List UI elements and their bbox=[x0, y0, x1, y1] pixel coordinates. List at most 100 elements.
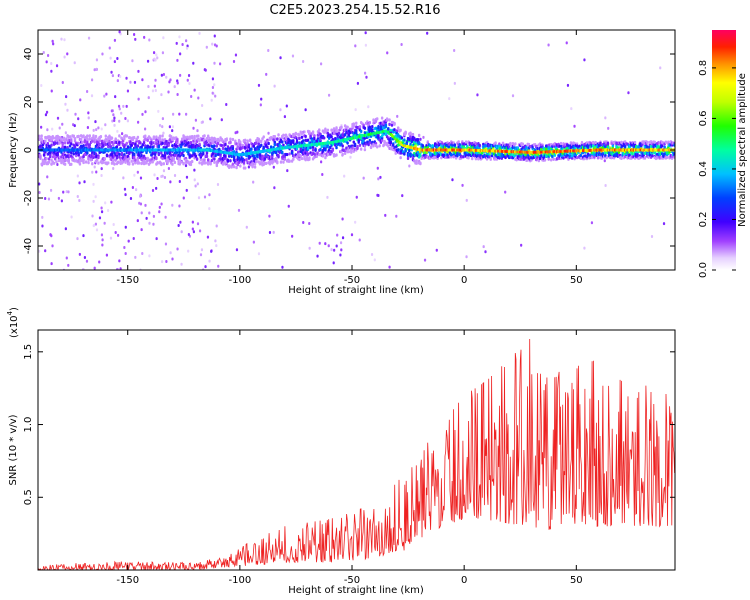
spectrogram-cell bbox=[107, 209, 110, 213]
y-tick-label: 0.5 bbox=[23, 489, 34, 505]
spectrogram-cell bbox=[79, 98, 82, 102]
spectrogram-cell bbox=[457, 140, 460, 144]
spectrogram-cell bbox=[101, 243, 104, 247]
spectrogram-cell bbox=[144, 203, 147, 207]
spectrogram-cell bbox=[257, 147, 260, 151]
spectrogram-cell bbox=[119, 267, 122, 270]
spectrogram-cell bbox=[340, 125, 343, 129]
spectrogram-cell bbox=[272, 230, 275, 234]
spectrogram-cell bbox=[318, 241, 321, 245]
spectrogram-cell bbox=[304, 134, 307, 139]
spectrogram-cell bbox=[260, 97, 263, 101]
spectrogram-cell bbox=[226, 158, 230, 162]
spectrogram-cell bbox=[182, 196, 185, 200]
figure-title: C2E5.2023.254.15.52.R16 bbox=[269, 3, 440, 18]
spectrogram-cell bbox=[631, 152, 634, 156]
spectrogram-cell bbox=[153, 152, 157, 157]
spectrogram-cell bbox=[214, 94, 217, 98]
spectrogram-cell bbox=[117, 104, 121, 108]
spectrogram-cell bbox=[245, 158, 248, 162]
spectrogram-cell bbox=[136, 144, 140, 148]
spectrogram-cell bbox=[209, 117, 212, 121]
spectrogram-cell bbox=[501, 141, 505, 145]
colorbar-tick-label: 0.4 bbox=[698, 161, 709, 177]
spectrogram-cell bbox=[498, 142, 501, 146]
spectrogram-cell bbox=[241, 145, 244, 150]
spectrogram-cell bbox=[86, 134, 89, 138]
spectrogram-cell bbox=[100, 139, 104, 143]
spectrogram-cell bbox=[181, 42, 184, 46]
spectrogram-cell bbox=[373, 258, 376, 262]
spectrogram-cell bbox=[247, 143, 251, 147]
spectrogram-cell bbox=[188, 82, 191, 86]
spectrogram-cell bbox=[100, 210, 104, 214]
spectrogram-cell bbox=[151, 152, 154, 156]
spectrogram-cell bbox=[65, 95, 68, 99]
spectrogram-cell bbox=[72, 134, 75, 138]
spectrogram-cell bbox=[393, 128, 396, 132]
spectrogram-cell bbox=[178, 112, 181, 116]
spectrogram-cell bbox=[246, 149, 249, 153]
spectrogram-cell bbox=[44, 196, 47, 200]
spectrogram-cell bbox=[60, 199, 63, 203]
spectrogram-cell bbox=[332, 261, 335, 265]
spectrogram-cell bbox=[94, 134, 98, 139]
spectrogram-cell bbox=[217, 264, 220, 268]
spectrogram-cell bbox=[50, 89, 53, 93]
spectrogram-cell bbox=[335, 244, 338, 248]
spectrogram-cell bbox=[134, 37, 137, 41]
spectrogram-cell bbox=[235, 166, 238, 170]
spectrogram-cell bbox=[40, 134, 43, 138]
spectrogram-cell bbox=[125, 134, 128, 138]
spectrogram-cell bbox=[116, 160, 120, 164]
spectrogram-cell bbox=[82, 234, 85, 238]
spectrogram-cell bbox=[113, 60, 116, 64]
spectrogram-cell bbox=[46, 175, 49, 179]
spectrogram-cell bbox=[281, 140, 284, 144]
spectrogram-cell bbox=[123, 245, 126, 249]
spectrogram-cell bbox=[484, 144, 487, 148]
spectrogram-cell bbox=[447, 145, 450, 149]
spectrogram-cell bbox=[120, 111, 123, 115]
spectrogram-cell bbox=[88, 137, 91, 141]
spectrogram-cell bbox=[279, 56, 282, 60]
spectrogram-cell bbox=[93, 266, 96, 270]
spectrogram-cell bbox=[173, 153, 177, 158]
spectrogram-cell bbox=[197, 134, 200, 138]
spectrogram-cell bbox=[204, 265, 207, 269]
spectrogram-cell bbox=[67, 158, 71, 162]
spectrogram-cell bbox=[101, 52, 104, 56]
spectrogram-cell bbox=[157, 145, 161, 149]
spectrogram-cell bbox=[268, 230, 272, 234]
spectrogram-cell bbox=[278, 150, 281, 154]
spectrogram-cell bbox=[300, 156, 304, 161]
spectrogram-cell bbox=[467, 156, 470, 160]
spectrogram-cell bbox=[419, 153, 422, 158]
spectrogram-cell bbox=[116, 129, 119, 133]
spectrogram-cell bbox=[279, 108, 282, 112]
spectrogram-cell bbox=[248, 138, 252, 142]
spectrogram-cell bbox=[461, 183, 464, 187]
spectrogram-cell bbox=[211, 141, 215, 145]
spectrogram-cell bbox=[63, 55, 66, 59]
spectrogram-cell bbox=[509, 143, 512, 147]
spectrogram-cell bbox=[277, 155, 280, 159]
spectrogram-cell bbox=[39, 156, 42, 160]
spectrogram-cell bbox=[176, 138, 179, 143]
spectrogram-cell bbox=[590, 221, 594, 225]
spectrogram-cell bbox=[279, 160, 283, 164]
spectrogram-cell bbox=[131, 141, 135, 145]
spectrogram-cell bbox=[177, 224, 180, 228]
spectrogram-cell bbox=[77, 117, 80, 121]
spectrogram-cell bbox=[419, 137, 422, 141]
spectrogram-cell bbox=[596, 155, 600, 160]
spectrogram-cell bbox=[179, 145, 183, 149]
spectrogram-cell bbox=[92, 128, 95, 132]
spectrogram-cell bbox=[190, 94, 193, 98]
spectrogram-cell bbox=[396, 148, 400, 152]
spectrogram-cell bbox=[364, 71, 367, 75]
spectrogram-cell bbox=[119, 74, 122, 78]
spectrogram-cell bbox=[49, 154, 52, 159]
spectrogram-cell bbox=[403, 138, 406, 142]
spectrogram-cell bbox=[73, 124, 76, 128]
